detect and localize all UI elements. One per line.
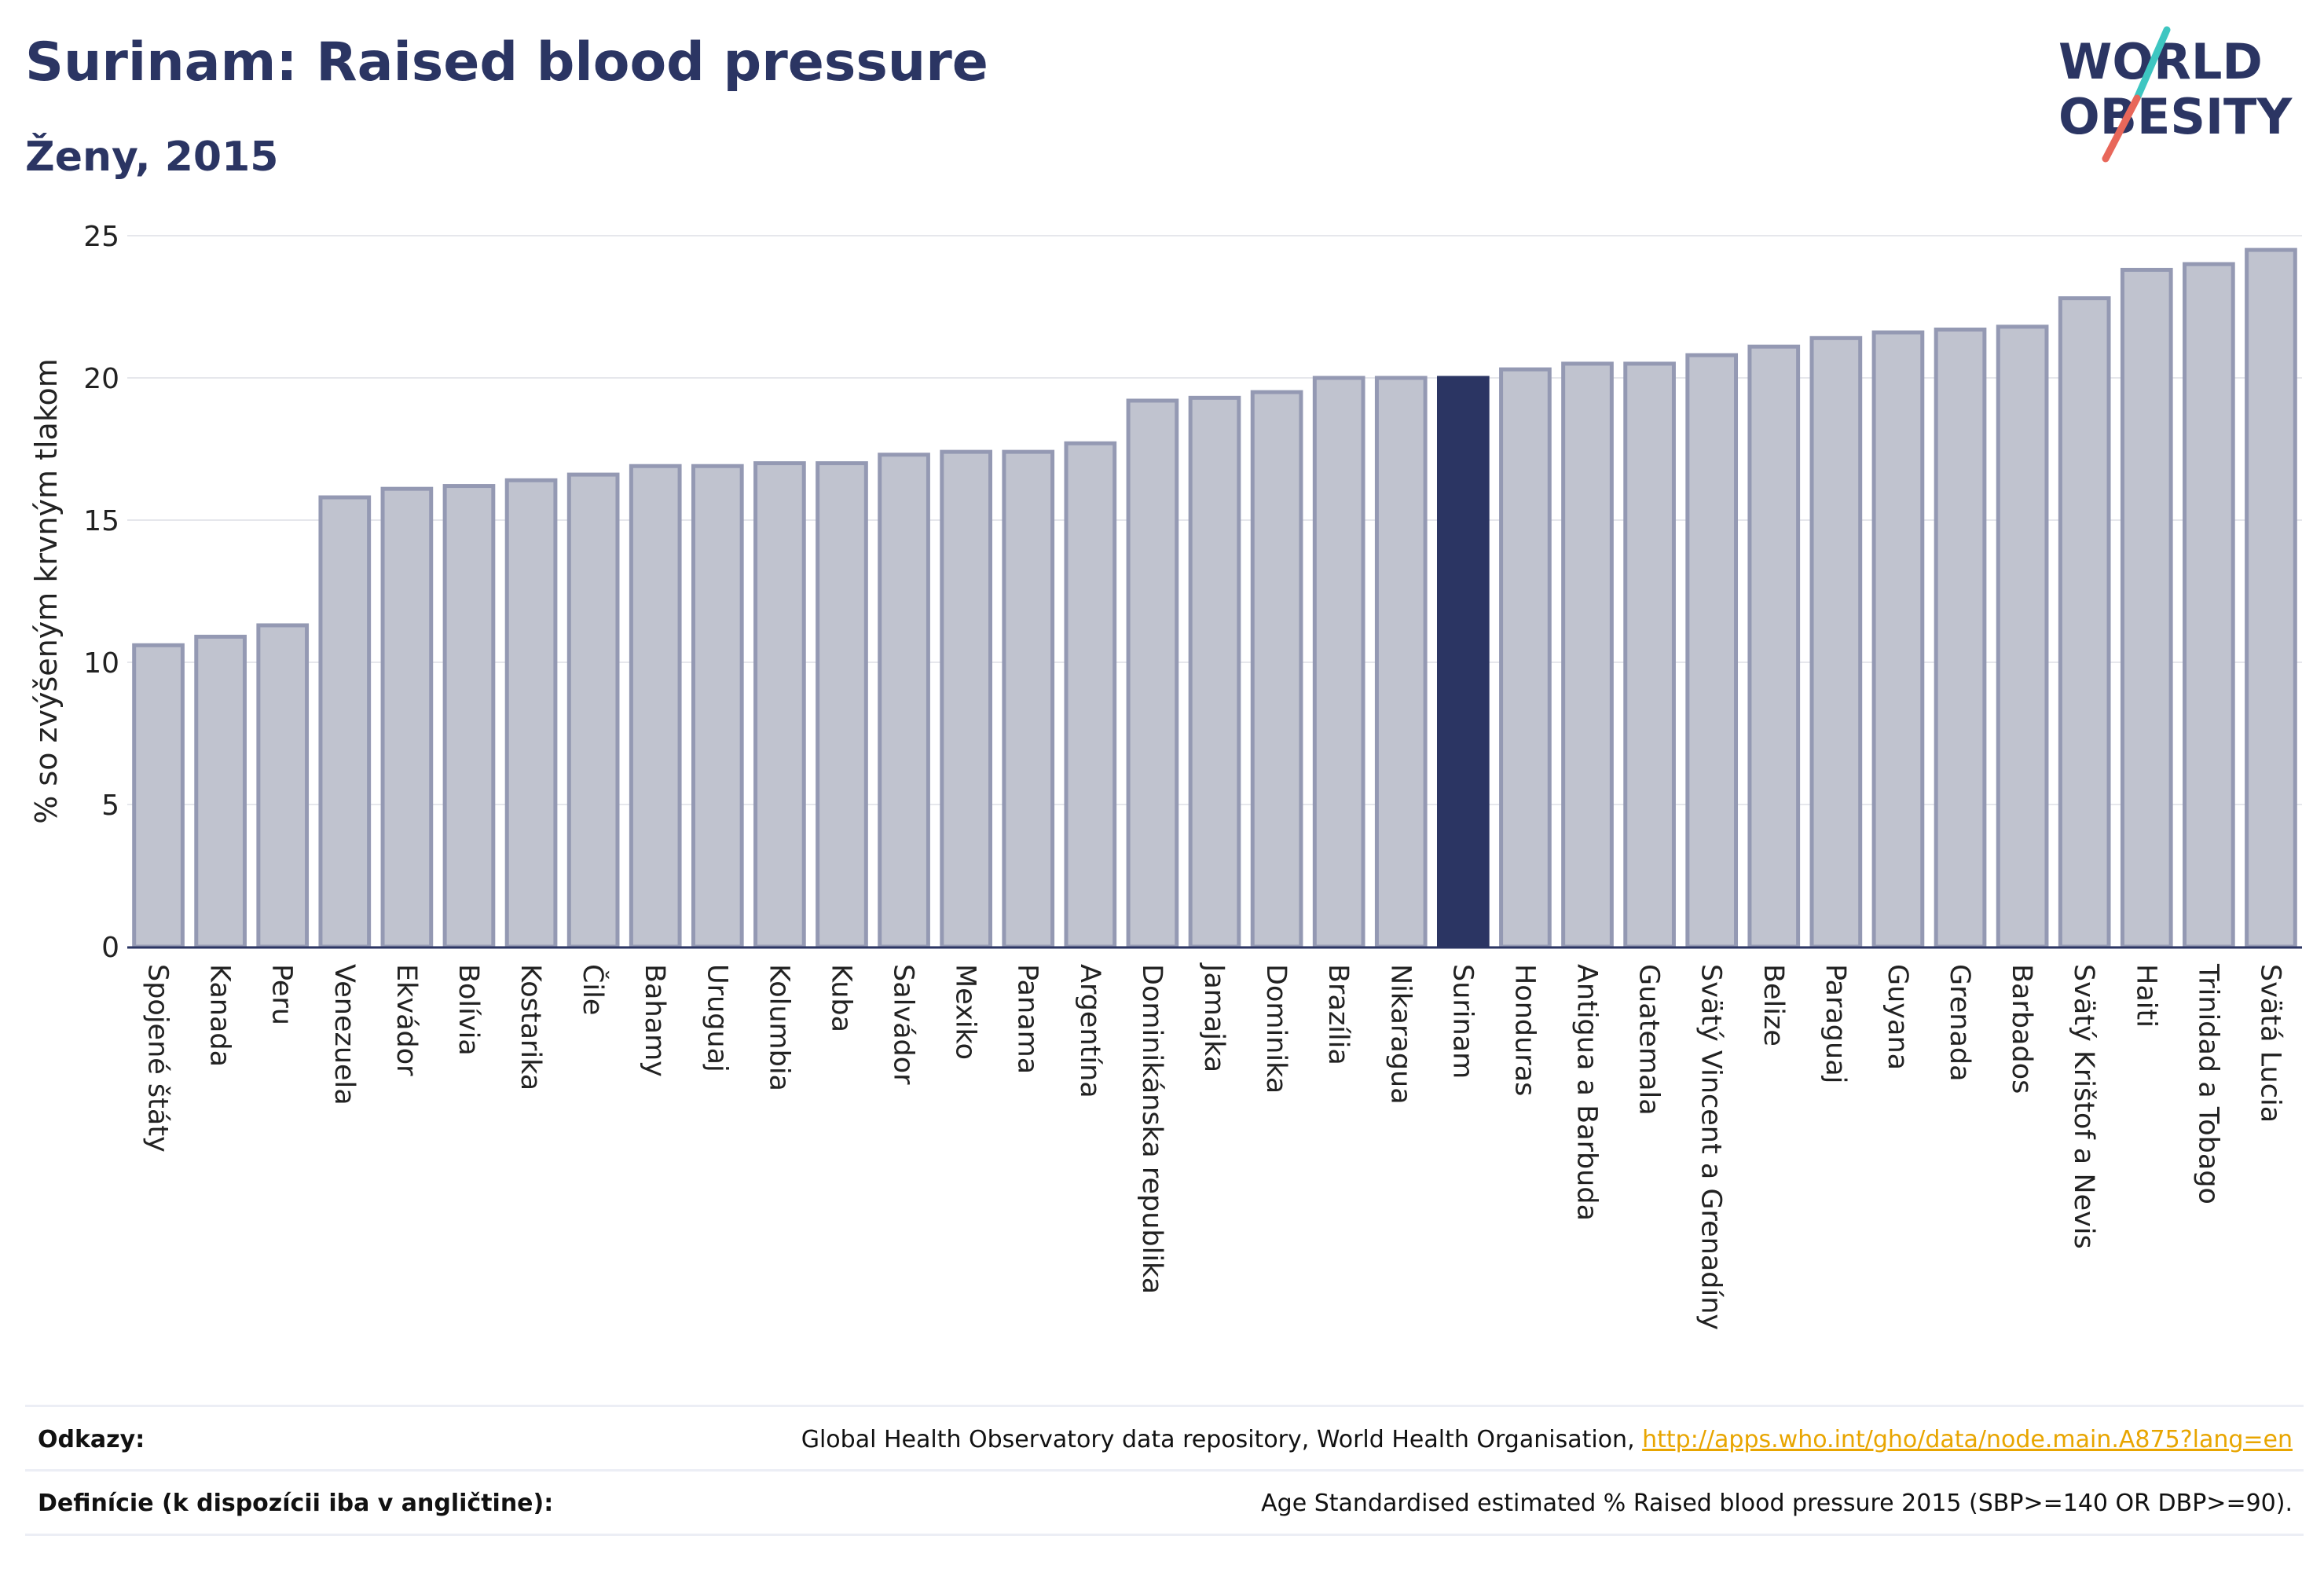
x-tick-label: Brazília: [1322, 964, 1354, 1065]
x-tick-label: Panama: [1012, 964, 1043, 1074]
bar-30: [1996, 324, 2049, 949]
x-tick-label: Dominikánska republika: [1136, 964, 1167, 1294]
x-tick-label: Svätá Lucia: [2254, 964, 2286, 1123]
x-tick-label: Honduras: [1508, 964, 1540, 1096]
x-tick-label: Bahamy: [639, 964, 670, 1077]
bar-27: [1809, 335, 1863, 949]
x-tick-label: Jamajka: [1198, 962, 1230, 1072]
bar-34: [2245, 247, 2297, 949]
logo-slash-top: [2133, 26, 2171, 102]
x-tick-label: Argentína: [1074, 964, 1105, 1098]
bar-14: [1002, 449, 1055, 949]
bar-2: [256, 623, 310, 949]
x-tick-label: Kanada: [204, 964, 236, 1067]
y-tick-label: 25: [83, 221, 119, 253]
bar-5: [442, 484, 496, 949]
definitions-value: Age Standardised estimated % Raised bloo…: [1261, 1490, 2293, 1517]
x-tick-label: Belize: [1758, 964, 1789, 1046]
x-tick-label: Venezuela: [328, 964, 360, 1105]
bar-12: [878, 453, 930, 949]
bar-21: [1436, 376, 1490, 949]
x-tick-label: Grenada: [1944, 964, 1975, 1082]
footer-divider-bottom: [25, 1534, 2304, 1536]
x-tick-label: Haiti: [2130, 964, 2161, 1028]
bar-3: [318, 495, 372, 949]
x-tick-label: Svätý Vincent a Grenadíny: [1695, 964, 1727, 1330]
x-tick-label: Salvádor: [888, 964, 919, 1085]
bar-10: [753, 461, 806, 949]
logo-line-obesity: OBESITY: [2058, 88, 2293, 145]
references-link[interactable]: http://apps.who.int/gho/data/node.main.A…: [1642, 1426, 2293, 1453]
bar-11: [816, 461, 868, 949]
definitions-label: Definície (k dispozícii iba v angličtine…: [38, 1490, 554, 1517]
x-tick-label: Bolívia: [453, 964, 484, 1056]
bar-28: [1871, 330, 1925, 949]
x-tick-label: Čile: [577, 964, 610, 1015]
y-axis-ticks: 0 5 10 15 20 25: [83, 221, 119, 964]
bar-22: [1499, 367, 1552, 949]
bar-15: [1064, 441, 1117, 949]
bars: [132, 247, 2297, 949]
bar-9: [691, 464, 744, 949]
footer-divider-middle: [25, 1469, 2304, 1472]
bar-1: [194, 634, 247, 949]
bar-17: [1188, 395, 1241, 949]
bar-26: [1747, 344, 1801, 949]
x-tick-label: Kuba: [825, 964, 856, 1032]
x-axis-labels: Spojené štáty Kanada Peru Venezuela Ekvádor B…: [142, 962, 2286, 1330]
bar-8: [629, 464, 682, 949]
references-value: Global Health Observatory data repositor…: [801, 1426, 2293, 1453]
x-tick-label: Uruguaj: [701, 964, 732, 1072]
x-tick-label: Surinam: [1446, 964, 1478, 1079]
bar-25: [1685, 353, 1739, 949]
x-tick-label: Spojené štáty: [142, 964, 174, 1153]
bar-6: [504, 478, 558, 949]
references-text: Global Health Observatory data repositor…: [801, 1426, 1643, 1453]
x-tick-label: Barbados: [2006, 964, 2037, 1094]
y-tick-label: 10: [83, 647, 119, 680]
references-label: Odkazy:: [38, 1426, 145, 1453]
bar-4: [380, 486, 434, 949]
bar-18: [1250, 390, 1303, 949]
x-tick-label: Kolumbia: [763, 964, 794, 1091]
bar-13: [940, 449, 993, 949]
y-axis-label: % so zvýšeným krvným tlakom: [29, 358, 64, 824]
x-tick-label: Guatemala: [1633, 964, 1665, 1116]
bar-19: [1312, 376, 1365, 949]
y-tick-label: 0: [101, 932, 119, 964]
x-tick-label: Antigua a Barbuda: [1571, 964, 1603, 1221]
x-tick-label: Trinidad a Tobago: [2192, 963, 2223, 1204]
x-tick-label: Guyana: [1882, 964, 1913, 1070]
chart-subtitle: Ženy, 2015: [25, 134, 279, 181]
world-obesity-logo: WORLD OBESITY: [2058, 26, 2293, 163]
x-tick-label: Ekvádor: [390, 964, 422, 1076]
chart-title: Surinam: Raised blood pressure: [25, 31, 988, 93]
bar-33: [2183, 262, 2235, 949]
x-tick-label: Peru: [266, 964, 298, 1025]
x-tick-label: Dominika: [1260, 964, 1292, 1094]
y-tick-label: 20: [83, 363, 119, 395]
bar-20: [1374, 376, 1428, 949]
bar-chart: 0 5 10 15 20 25 Spojené štáty Kanada Peru Venezu…: [29, 221, 2302, 1330]
x-tick-label: Kostarika: [515, 964, 546, 1090]
y-tick-label: 15: [83, 505, 119, 537]
bar-24: [1623, 361, 1676, 949]
bar-7: [566, 472, 620, 949]
logo-slash-bottom: [2102, 94, 2141, 163]
bar-32: [2120, 267, 2173, 949]
bar-16: [1126, 398, 1179, 949]
x-tick-label: Paraguaj: [1820, 964, 1851, 1083]
footer-divider-top: [25, 1405, 2304, 1407]
x-tick-label: Nikaragua: [1384, 964, 1416, 1105]
bar-31: [2058, 296, 2111, 949]
x-tick-label: Mexiko: [950, 964, 981, 1060]
bar-23: [1561, 361, 1614, 949]
bar-29: [1934, 327, 1987, 949]
x-tick-label: Svätý Krištof a Nevis: [2068, 964, 2099, 1249]
y-tick-label: 5: [101, 790, 119, 822]
bar-0: [132, 643, 185, 949]
